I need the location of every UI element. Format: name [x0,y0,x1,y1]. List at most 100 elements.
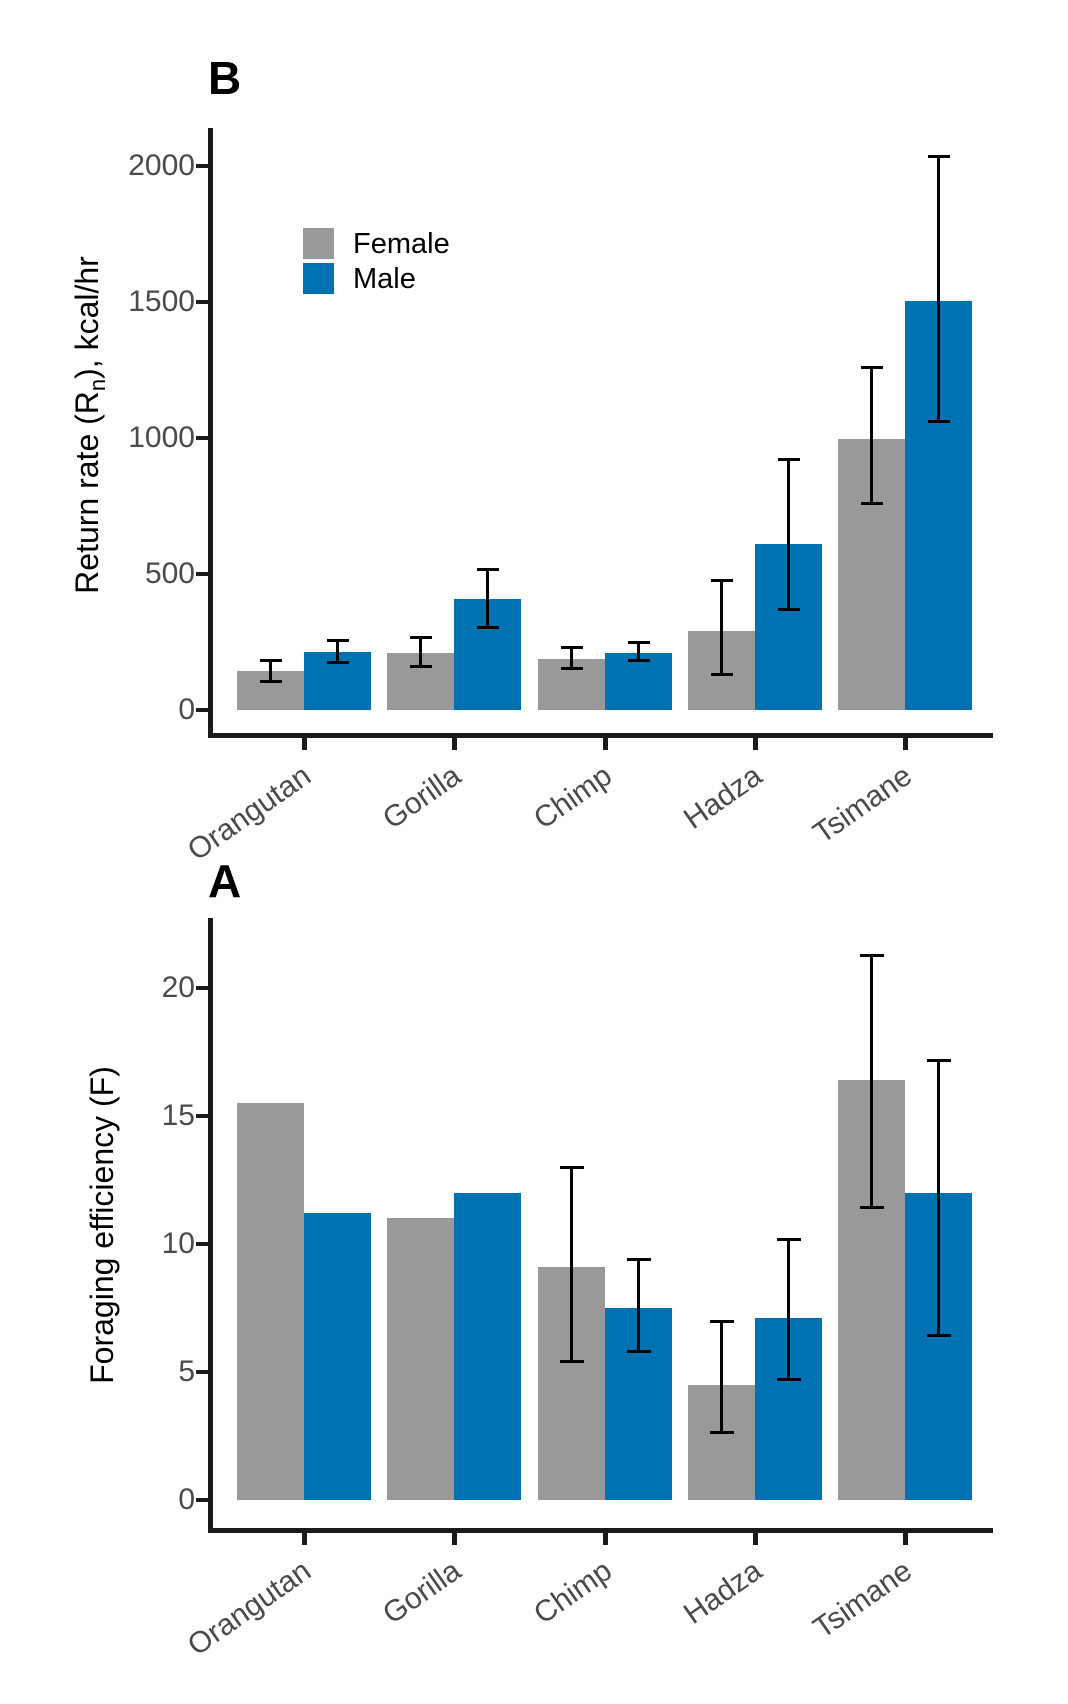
error-cap-top-female-orangutan [259,659,282,663]
x-tick-label-orangutan: Orangutan [181,1554,317,1663]
panel-b-x-axis-line [208,733,993,738]
panel-a-letter: A [208,855,242,907]
error-cap-bottom-male-hadza [777,607,800,611]
y-tick-mark-500 [196,572,208,576]
x-tick-mark-tsimane [903,1533,908,1545]
error-bar-male-gorilla [486,568,489,629]
error-cap-top-female-hadza [709,1319,734,1323]
bar-male-orangutan [304,1213,371,1500]
error-cap-top-male-hadza [776,1237,801,1241]
panel-a-x-axis-line [208,1528,993,1533]
x-tick-label-tsimane: Tsimane [807,1554,918,1646]
x-tick-label-hadza: Hadza [677,1554,768,1631]
bar-female-orangutan [237,1103,304,1500]
error-cap-top-male-tsimane [927,154,950,158]
error-cap-top-female-tsimane [860,365,883,369]
female-color-swatch [303,228,334,259]
x-tick-mark-hadza [753,1533,758,1545]
error-bar-male-chimp [637,642,640,662]
error-cap-top-male-chimp [626,1258,651,1262]
y-tick-label-0: 0 [178,1483,195,1516]
y-tick-mark-0 [196,708,208,712]
y-tick-label-500: 500 [144,557,195,590]
y-tick-label-5: 5 [178,1355,195,1388]
error-cap-top-female-hadza [710,579,733,583]
error-bar-female-tsimane [870,366,873,505]
panel-a-y-axis-line [208,918,213,1533]
male-color-swatch [303,263,334,294]
error-cap-bottom-female-tsimane [859,1206,884,1210]
error-cap-bottom-female-chimp [559,1359,584,1363]
error-bar-female-tsimane [870,954,873,1209]
y-tick-mark-0 [196,1498,208,1502]
y-tick-mark-15 [196,1114,208,1118]
legend-label-male: Male [353,263,416,295]
error-cap-top-male-gorilla [476,567,499,571]
error-cap-bottom-female-gorilla [409,665,432,669]
panel-b-letter: B [208,52,242,104]
panel-b: B Return rate (Rn), kcal/hr 0 500 1000 1500… [0,0,1068,867]
error-cap-bottom-male-tsimane [927,420,950,424]
error-cap-bottom-male-orangutan [326,661,349,665]
bar-male-gorilla [454,1192,521,1500]
error-bar-male-hadza [787,458,790,610]
error-cap-bottom-female-hadza [710,673,733,677]
error-bar-female-chimp [570,1167,573,1362]
error-cap-bottom-female-chimp [560,666,583,670]
bar-male-chimp [605,652,672,710]
error-cap-top-female-gorilla [409,636,432,640]
x-tick-mark-tsimane [903,738,908,750]
y-tick-label-2000: 2000 [128,149,195,182]
error-bar-female-orangutan [269,660,272,682]
error-cap-top-male-orangutan [326,639,349,643]
error-cap-bottom-male-gorilla [476,626,499,630]
y-title-subscript: n [85,378,111,392]
y-tick-label-1500: 1500 [128,285,195,318]
error-cap-bottom-female-hadza [709,1431,734,1435]
error-bar-female-gorilla [419,637,422,668]
error-cap-top-female-chimp [560,646,583,650]
error-bar-male-tsimane [937,1059,940,1337]
error-cap-bottom-male-chimp [627,659,650,663]
error-cap-top-male-hadza [777,457,800,461]
panel-a: A Foraging efficiency (F) 0 5 10 15 20 Orangu… [0,800,1068,1704]
x-tick-label-chimp: Chimp [527,1554,618,1631]
y-tick-label-0: 0 [178,693,195,726]
y-tick-label-15: 15 [161,1099,195,1132]
x-tick-mark-orangutan [302,738,307,750]
error-bar-female-chimp [570,647,573,669]
error-cap-top-male-tsimane [926,1058,951,1062]
error-cap-top-female-chimp [559,1166,584,1170]
x-tick-mark-chimp [603,1533,608,1545]
y-tick-mark-20 [196,986,208,990]
error-bar-male-hadza [787,1238,790,1380]
x-tick-mark-gorilla [452,1533,457,1545]
y-tick-mark-1500 [196,300,208,304]
error-cap-bottom-male-hadza [776,1377,801,1381]
error-cap-top-male-chimp [627,641,650,645]
error-bar-male-tsimane [937,155,940,423]
error-bar-male-chimp [637,1259,640,1352]
error-cap-top-female-tsimane [859,953,884,957]
x-tick-label-gorilla: Gorilla [376,1554,467,1631]
y-tick-mark-10 [196,1242,208,1246]
error-bar-male-orangutan [336,640,339,664]
y-tick-mark-5 [196,1370,208,1374]
error-cap-bottom-male-tsimane [926,1334,951,1338]
y-tick-label-20: 20 [161,971,195,1004]
bar-female-gorilla [387,1218,454,1500]
y-tick-label-1000: 1000 [128,421,195,454]
y-tick-mark-1000 [196,436,208,440]
y-tick-mark-2000 [196,164,208,168]
legend-label-female: Female [353,228,450,260]
x-tick-mark-gorilla [452,738,457,750]
y-tick-label-10: 10 [161,1227,195,1260]
error-bar-female-hadza [720,1320,723,1434]
x-tick-mark-chimp [603,738,608,750]
error-cap-bottom-female-tsimane [860,502,883,506]
error-bar-female-hadza [720,580,723,676]
x-tick-mark-orangutan [302,1533,307,1545]
panel-b-y-axis-line [208,128,213,738]
error-cap-bottom-male-chimp [626,1349,651,1353]
